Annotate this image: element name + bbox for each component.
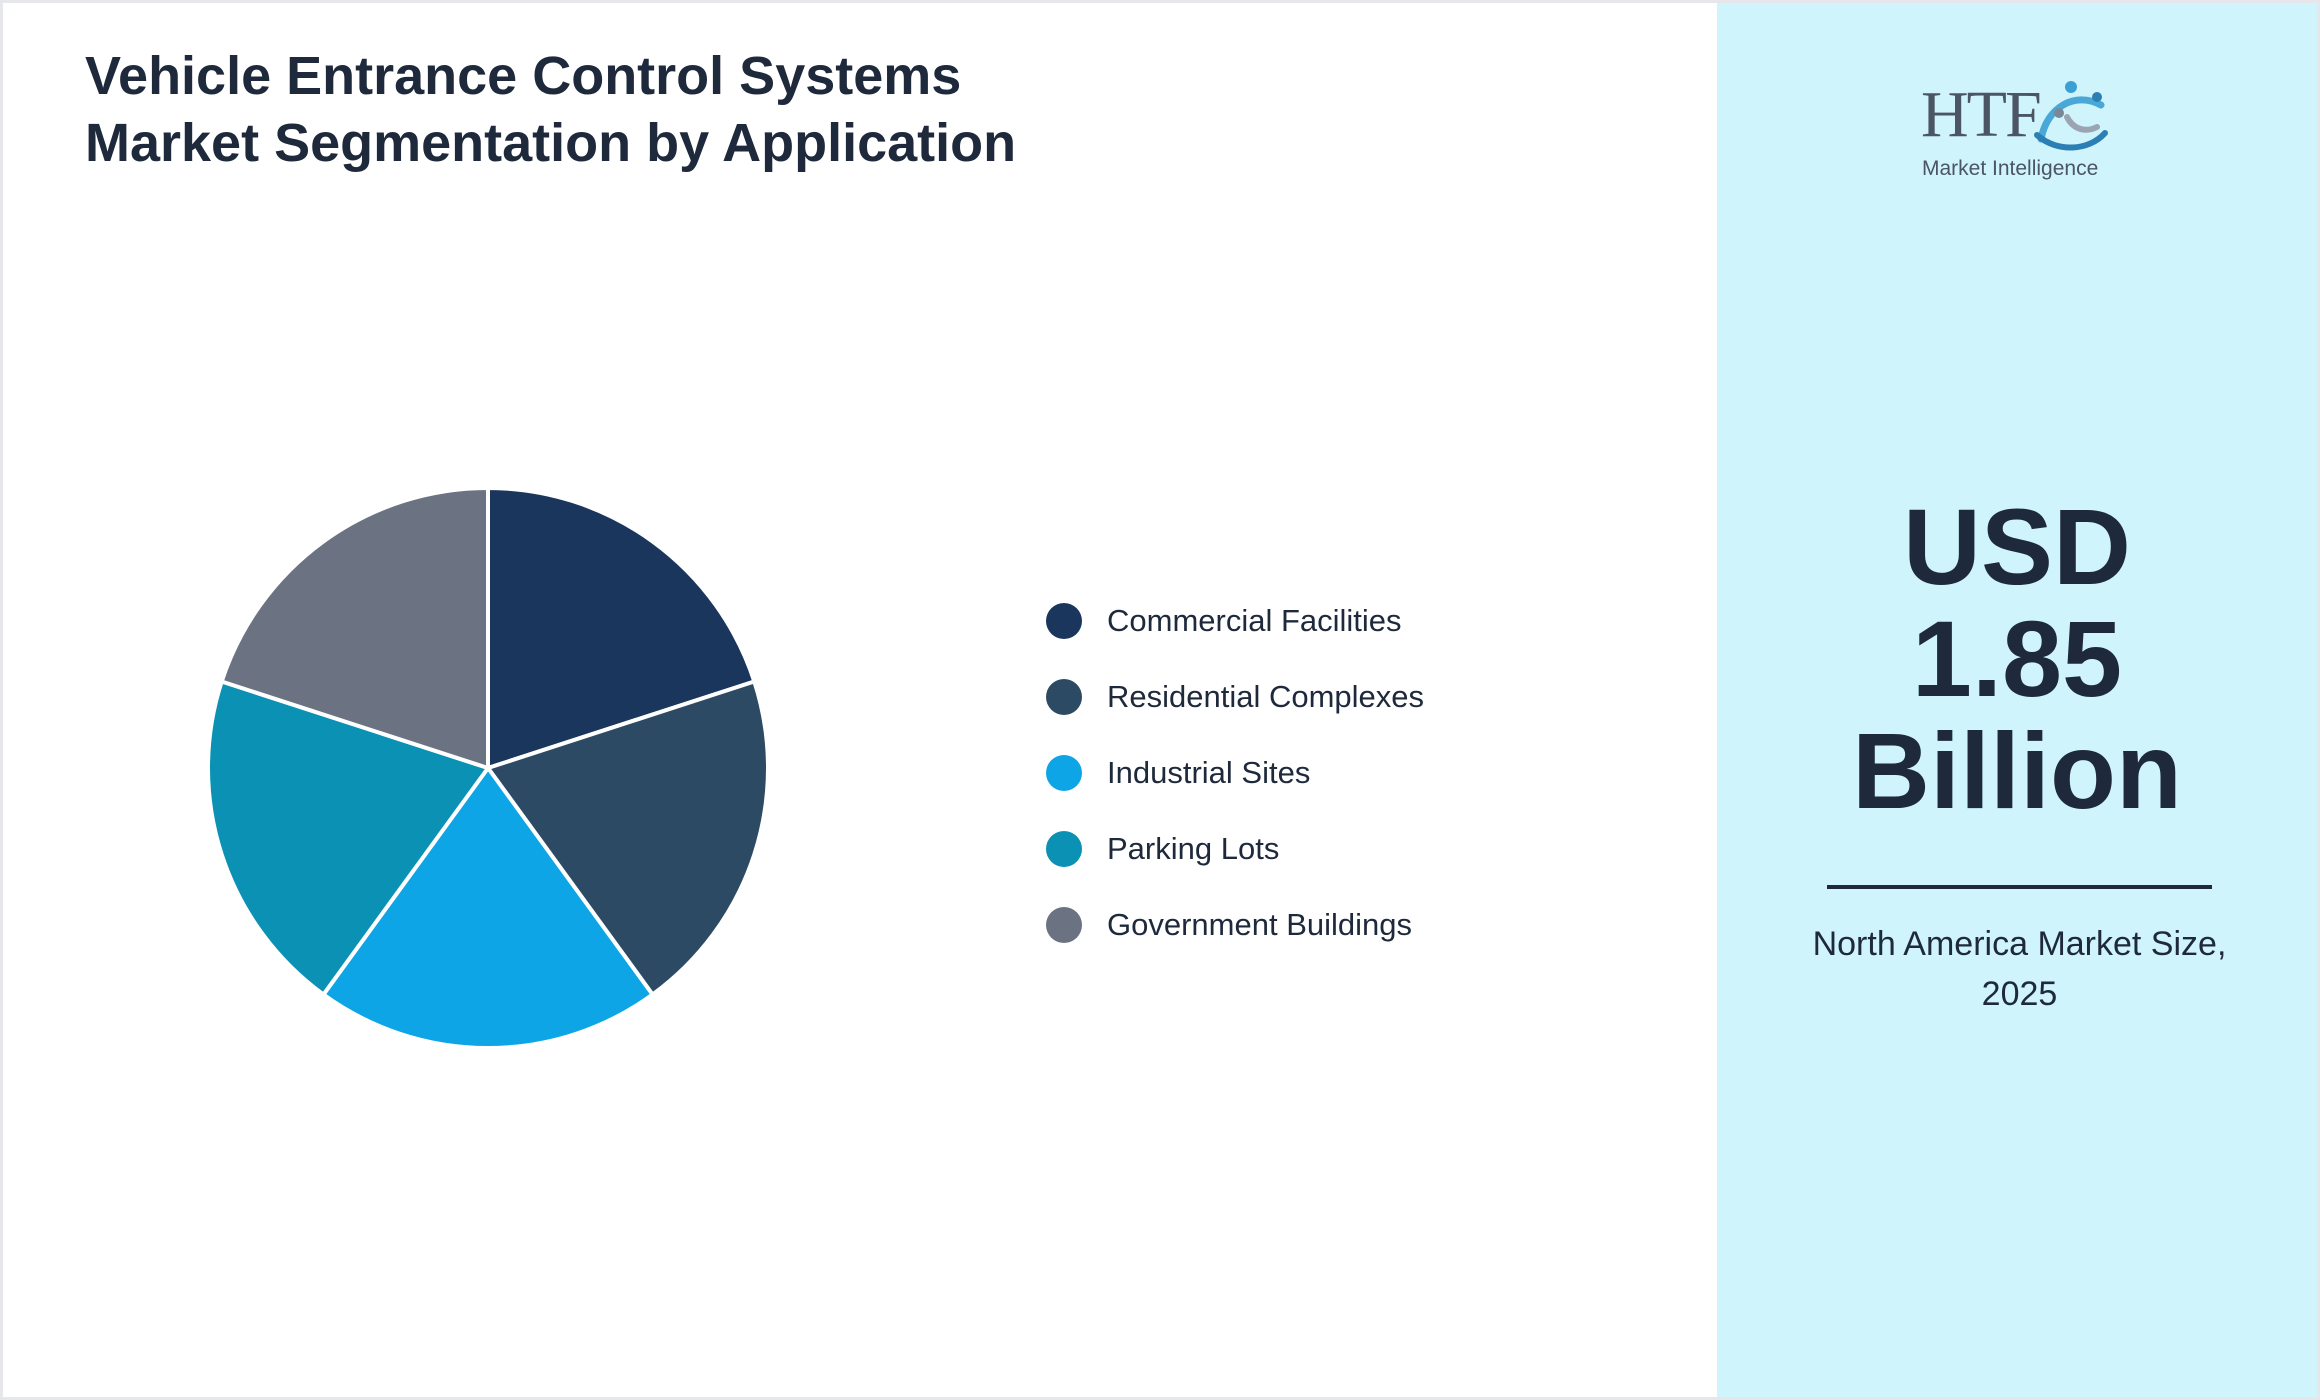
kpi-caption: North America Market Size, 2025 bbox=[1812, 925, 2227, 1013]
legend-item: Government Buildings bbox=[1046, 887, 1646, 963]
legend-label: Commercial Facilities bbox=[1107, 603, 1402, 638]
market-size-value: USD 1.85 Billion bbox=[1717, 491, 2317, 827]
summary-panel: HTF Market Intelligence USD 1.85 Billion… bbox=[1717, 3, 2317, 1397]
legend-swatch bbox=[1046, 907, 1082, 943]
pie-slice-residential-complexes bbox=[486, 679, 770, 997]
logo-subtitle: Market Intelligence bbox=[1922, 157, 2099, 180]
kpi-currency: USD bbox=[1902, 486, 2132, 607]
legend-swatch bbox=[1046, 755, 1082, 791]
pie-slice-commercial-facilities bbox=[486, 486, 757, 770]
htf-globe-people-icon bbox=[2034, 81, 2108, 151]
legend-swatch bbox=[1046, 679, 1082, 715]
chart-title: Vehicle Entrance Control Systems Market … bbox=[85, 46, 1017, 173]
legend-swatch bbox=[1046, 603, 1082, 639]
legend-label: Government Buildings bbox=[1107, 907, 1412, 942]
kpi-number: 1.85 bbox=[1911, 598, 2123, 719]
logo-wordmark: HTF bbox=[1921, 78, 2042, 151]
pie-chart bbox=[206, 486, 770, 1050]
htf-logo: HTF Market Intelligence bbox=[1921, 77, 2111, 195]
legend-swatch bbox=[1046, 831, 1082, 867]
chart-legend: Commercial Facilities Residential Complex… bbox=[1046, 583, 1646, 963]
pie-slice-government-buildings bbox=[219, 486, 490, 770]
kpi-divider bbox=[1827, 885, 2212, 889]
chart-panel: Vehicle Entrance Control Systems Market … bbox=[3, 3, 1717, 1397]
legend-item: Industrial Sites bbox=[1046, 735, 1646, 811]
legend-item: Commercial Facilities bbox=[1046, 583, 1646, 659]
legend-label: Industrial Sites bbox=[1107, 755, 1311, 790]
legend-label: Residential Complexes bbox=[1107, 679, 1425, 714]
pie-slice-parking-lots bbox=[206, 679, 490, 997]
kpi-unit: Billion bbox=[1852, 710, 2182, 831]
legend-item: Parking Lots bbox=[1046, 811, 1646, 887]
legend-item: Residential Complexes bbox=[1046, 659, 1646, 735]
pie-slice-industrial-sites bbox=[321, 766, 655, 1050]
legend-label: Parking Lots bbox=[1107, 831, 1280, 866]
